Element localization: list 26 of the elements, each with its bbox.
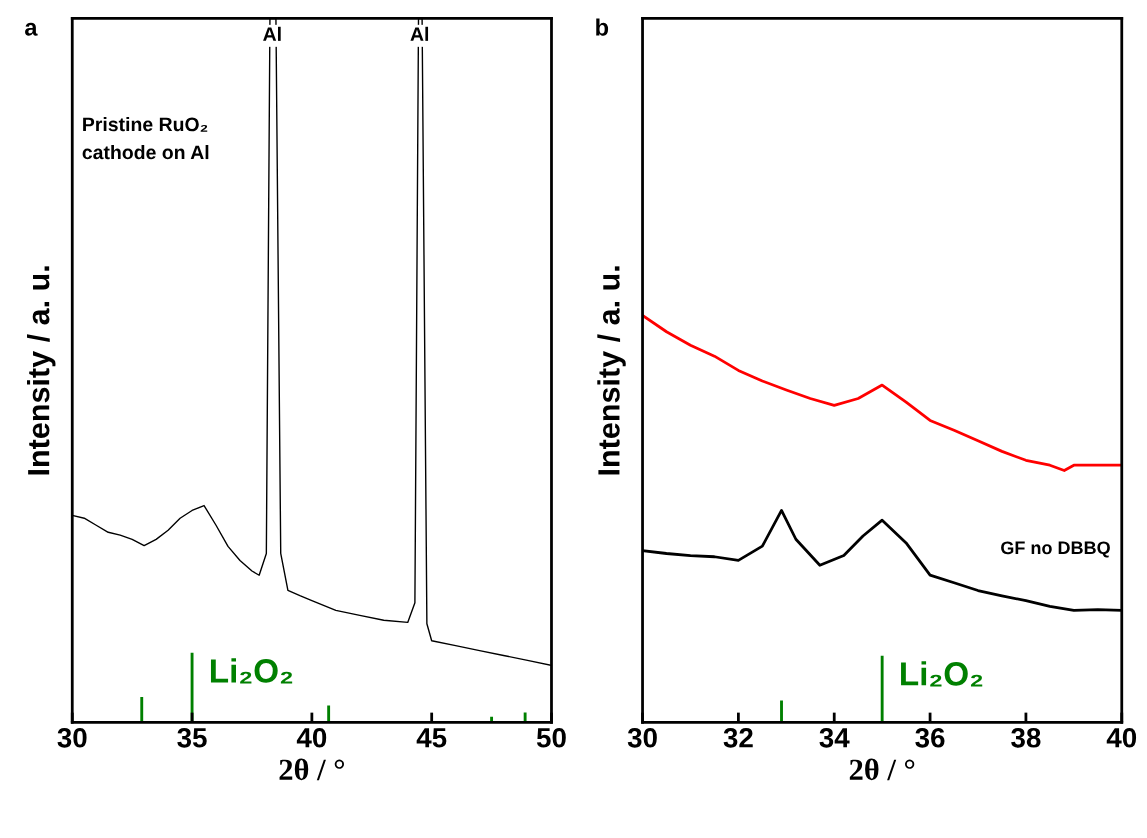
x-tick-label: 50 xyxy=(536,727,566,748)
chart-title: b xyxy=(596,18,609,36)
y-axis-title: Intensity / a. u. xyxy=(597,266,626,475)
series-label: Li₂O₂ xyxy=(210,658,293,684)
series-label: Li₂O₂ xyxy=(901,661,983,687)
x-tick-label: 45 xyxy=(416,728,447,748)
x-tick-label: 40 xyxy=(296,727,327,748)
annotation: Al xyxy=(410,26,429,41)
x-tick-label: 40 xyxy=(1106,727,1137,748)
bar xyxy=(190,652,194,723)
x-tick-label: 35 xyxy=(177,727,207,748)
text: GF no DBBQ xyxy=(1001,541,1110,558)
x-tick-label: 30 xyxy=(627,727,657,748)
x-tick-label: 30 xyxy=(57,727,87,748)
chart-title: a xyxy=(25,22,38,36)
annotation: Al xyxy=(263,26,281,41)
y-axis-title: Intensity / a. u. xyxy=(27,266,56,475)
x-tick-label: 32 xyxy=(723,727,753,748)
x-tick-label: 38 xyxy=(1011,727,1041,748)
bar xyxy=(140,697,144,723)
x-tick-label: 36 xyxy=(915,727,945,748)
x-axis-title: 2θ / ° xyxy=(279,758,344,781)
x-axis-title: 2θ / ° xyxy=(849,758,915,781)
bar xyxy=(327,705,331,723)
annotation: Pristine RuO₂ cathode on Al xyxy=(82,116,209,160)
x-tick-label: 34 xyxy=(819,727,850,748)
